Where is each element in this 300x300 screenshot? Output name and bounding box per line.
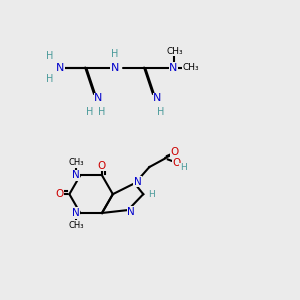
Text: CH₃: CH₃ (68, 221, 84, 230)
Text: N: N (134, 177, 141, 187)
Text: N: N (110, 63, 119, 73)
Text: CH₃: CH₃ (167, 47, 183, 56)
Text: H: H (148, 190, 154, 199)
Text: H: H (46, 74, 54, 84)
Text: N: N (72, 208, 80, 218)
Text: N: N (72, 170, 80, 180)
Text: CH₃: CH₃ (183, 63, 200, 72)
Text: H: H (180, 163, 187, 172)
Text: H: H (111, 49, 118, 59)
Text: N: N (153, 94, 161, 103)
Text: H: H (46, 51, 54, 61)
Text: O: O (172, 158, 181, 168)
Text: O: O (55, 189, 63, 199)
Text: N: N (127, 206, 135, 217)
Text: CH₃: CH₃ (68, 158, 84, 167)
Text: N: N (94, 94, 103, 103)
Text: N: N (169, 63, 178, 73)
Text: H: H (157, 107, 164, 117)
Text: N: N (56, 63, 64, 73)
Text: O: O (98, 161, 106, 171)
Text: O: O (171, 147, 179, 158)
Text: H: H (98, 107, 105, 117)
Text: H: H (86, 107, 93, 117)
